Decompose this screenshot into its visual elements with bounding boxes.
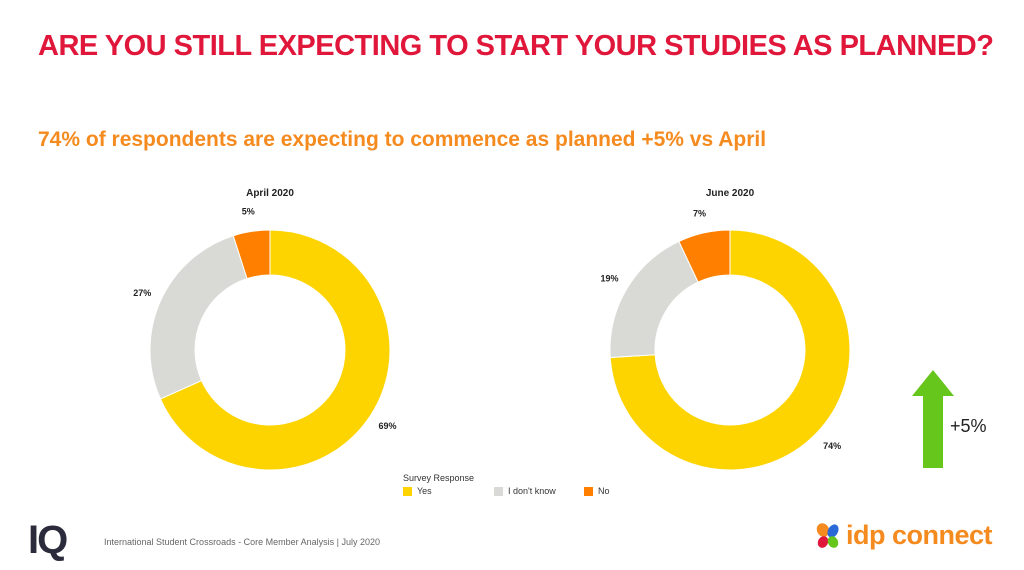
donut-chart-june: June 2020 74% 19% 7%: [580, 180, 880, 480]
chart-legend: Survey Response Yes I don't know No: [403, 473, 640, 496]
legend-item-yes: Yes: [403, 486, 469, 496]
slice-dont-know: [609, 240, 699, 359]
page-title: ARE YOU STILL EXPECTING TO START YOUR ST…: [38, 30, 994, 62]
up-arrow-icon: [912, 370, 954, 468]
change-label: +5%: [950, 416, 987, 436]
data-label-dont-know: 19%: [600, 274, 618, 284]
legend-swatch-dont-know: [494, 486, 503, 496]
page-subtitle: 74% of respondents are expecting to comm…: [38, 128, 767, 151]
idp-brand-text: idp connect: [846, 520, 993, 550]
legend-item-dont-know: I don't know: [494, 486, 564, 496]
data-label-yes: 69%: [378, 421, 396, 431]
slices-june: [609, 229, 851, 471]
data-label-no: 7%: [693, 208, 706, 218]
idp-connect-logo: idp connect: [814, 520, 993, 551]
slices-april: [149, 229, 391, 471]
legend-label-dont-know: I don't know: [508, 486, 556, 496]
legend-label-yes: Yes: [417, 486, 432, 496]
data-label-yes: 74%: [823, 441, 841, 451]
donut-chart-april-svg: April 2020 69% 27% 5%: [133, 188, 397, 471]
chart-title-april: April 2020: [246, 188, 294, 199]
slice-yes: [609, 229, 851, 471]
legend-swatch-yes: [403, 486, 412, 496]
slice-dont-know: [149, 235, 248, 400]
chart-title-june: June 2020: [706, 188, 755, 199]
legend-title: Survey Response: [403, 473, 475, 483]
legend-label-no: No: [598, 486, 610, 496]
iq-logo: IQ: [28, 518, 68, 562]
idp-butterfly-icon: [816, 522, 839, 548]
data-label-no: 5%: [242, 207, 255, 217]
donut-chart-april: April 2020 69% 27% 5%: [120, 180, 420, 480]
slice-no: [678, 229, 731, 283]
footer-text: International Student Crossroads - Core …: [104, 537, 380, 547]
legend-swatch-no: [584, 486, 593, 496]
legend-item-no: No: [584, 486, 610, 496]
slice-no: [232, 229, 271, 280]
donut-chart-june-svg: June 2020 74% 19% 7%: [600, 188, 851, 471]
labels-april: 69% 27% 5%: [133, 207, 396, 432]
labels-june: 74% 19% 7%: [600, 208, 841, 450]
data-label-dont-know: 27%: [133, 288, 151, 298]
slice-yes: [159, 229, 391, 471]
